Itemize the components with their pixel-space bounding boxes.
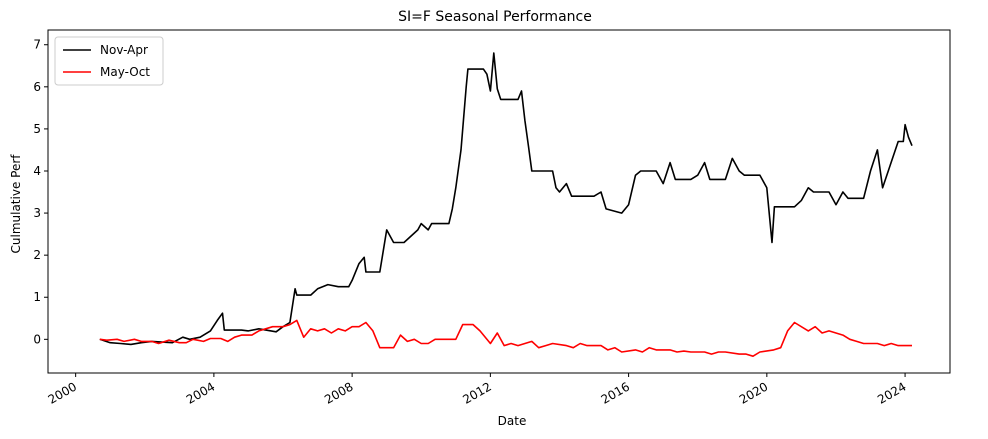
chart-title: SI=F Seasonal Performance bbox=[398, 9, 592, 25]
y-tick-label: 2 bbox=[33, 248, 41, 262]
series-line-may-oct bbox=[99, 319, 912, 358]
legend-box bbox=[54, 36, 164, 86]
y-tick-label: 3 bbox=[33, 206, 41, 220]
plot-frame bbox=[47, 29, 951, 374]
y-tick-label: 4 bbox=[33, 164, 41, 178]
legend-label: May-Oct bbox=[100, 65, 150, 79]
y-tick-label: 1 bbox=[33, 290, 41, 304]
y-tick-label: 5 bbox=[33, 122, 41, 136]
legend: Nov-Apr May-Oct bbox=[54, 36, 164, 86]
series-line-nov-apr bbox=[99, 52, 913, 346]
y-tick-label: 0 bbox=[33, 332, 41, 346]
y-axis-label: Culmulative Perf bbox=[9, 154, 23, 254]
y-tick-label: 6 bbox=[33, 80, 41, 94]
y-tick-label: 7 bbox=[33, 38, 41, 52]
x-axis-label: Date bbox=[498, 414, 527, 428]
legend-label: Nov-Apr bbox=[100, 43, 148, 57]
